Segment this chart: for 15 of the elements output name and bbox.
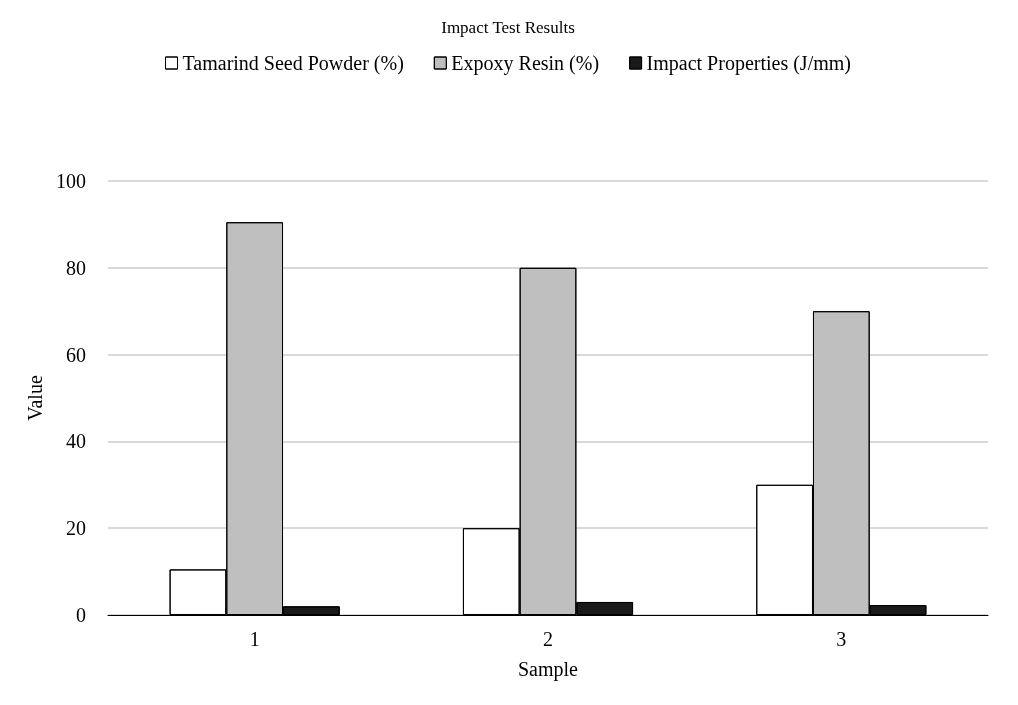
y-tick-label: 60 (66, 343, 86, 366)
y-tick-label: 80 (66, 256, 86, 279)
x-tick-label: 3 (836, 628, 847, 650)
y-tick-label: 40 (66, 430, 86, 453)
y-tick-label: 20 (66, 517, 86, 540)
x-tick-label: 1 (249, 628, 260, 650)
legend-label: Impact Properties (J/mm) (646, 52, 851, 75)
x-tick-label: 2 (543, 628, 553, 650)
y-tick-label: 0 (76, 604, 86, 626)
chart-title: Impact Test Results (441, 18, 575, 37)
y-axis-title: Value (24, 375, 47, 421)
legend-label: Expoxy Resin (%) (451, 52, 600, 75)
legend-label: Tamarind Seed Powder (%) (182, 52, 404, 75)
y-tick-label: 100 (56, 170, 86, 192)
x-axis-title: Sample (518, 658, 579, 681)
